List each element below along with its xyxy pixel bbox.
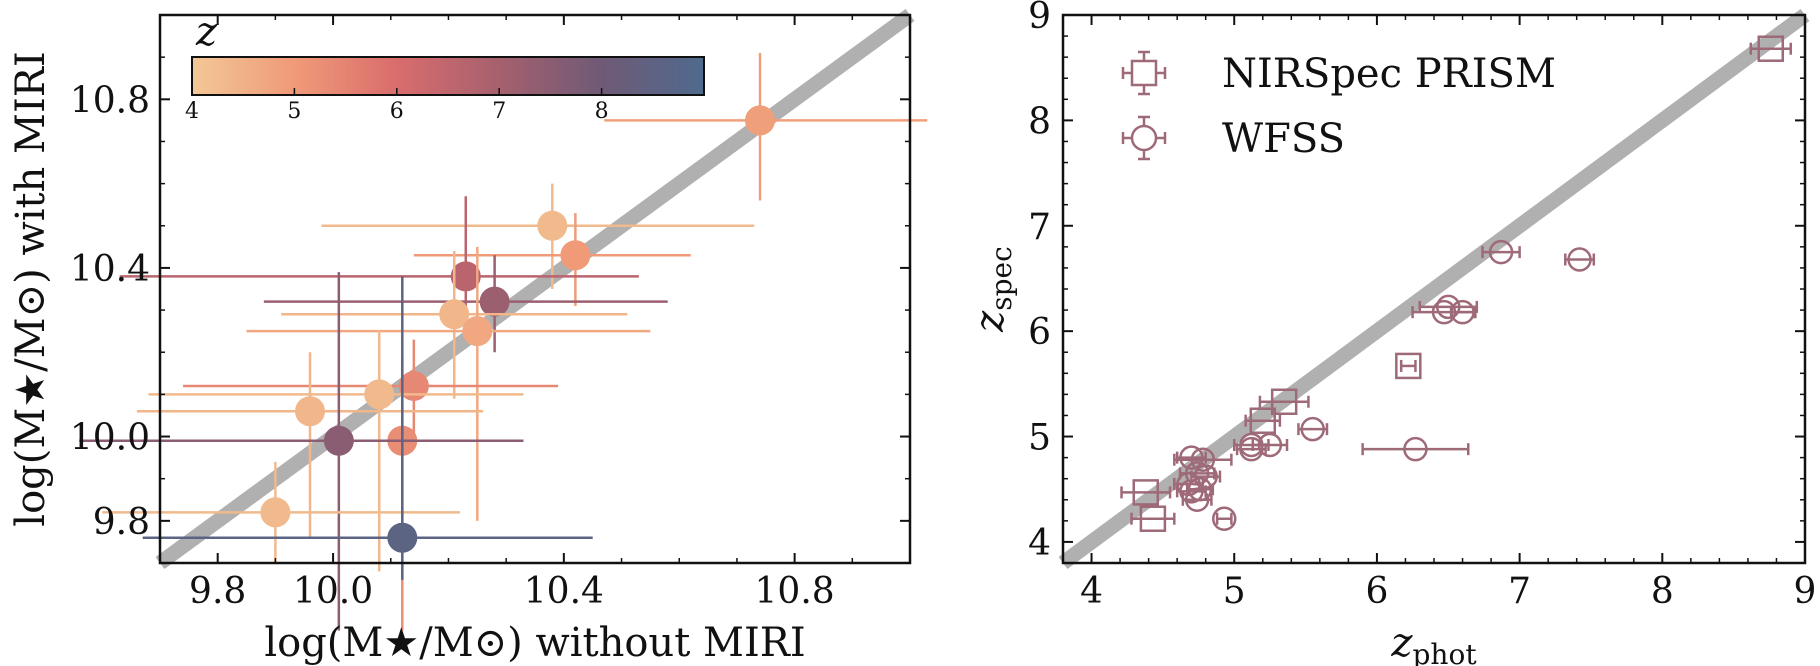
left-ytick-label-1: 10.0: [70, 418, 150, 459]
left-ytick-label-2: 10.4: [70, 249, 150, 290]
left-point-4: [263, 255, 668, 353]
right-circle-point-18: [1211, 506, 1237, 531]
left-marker-0: [745, 105, 775, 136]
right-ytick-label-0: 4: [1028, 523, 1051, 564]
right-circle-marker: [1488, 239, 1514, 265]
colorbar-label: z: [195, 9, 218, 55]
right-circle-point-1: [1564, 247, 1596, 272]
right-circle-marker: [1211, 506, 1237, 531]
right-ytick-label-5: 9: [1028, 0, 1051, 37]
left-ytick-label-0: 9.8: [93, 502, 150, 543]
right-ytick-label-4: 8: [1028, 101, 1051, 142]
right-square-marker: [1132, 479, 1160, 506]
left-xtick-label-1: 10.0: [293, 571, 373, 612]
left-point-3: [119, 196, 639, 340]
right-square-point-2: [1258, 388, 1310, 416]
right-circle-marker: [1179, 445, 1204, 470]
right-x-axis-label: zphot: [1390, 620, 1477, 666]
left-point-6: [246, 246, 651, 521]
left-marker-2: [560, 240, 591, 271]
left-point-0: [604, 52, 928, 201]
left-x-axis-label: log(M★/M⊙) without MIRI: [264, 620, 805, 666]
legend-marker-circle: [1121, 115, 1167, 161]
right-circle-marker: [1239, 436, 1264, 462]
left-xtick-label-3: 10.8: [755, 571, 835, 612]
left-marker-5: [439, 299, 470, 330]
right-square-marker: [1395, 352, 1422, 380]
right-circle-marker: [1450, 299, 1475, 325]
right-ytick-label-1: 5: [1028, 418, 1051, 459]
right-square-point-0: [1749, 35, 1792, 62]
right-xtick-label-0: 4: [1080, 571, 1103, 612]
right-circle-marker: [1300, 416, 1325, 442]
right-square-marker: [1270, 388, 1298, 416]
legend-marker-square: [1121, 50, 1167, 96]
left-point-8: [148, 331, 524, 572]
colorbar-tick-label-2: 6: [390, 99, 404, 124]
left-marker-3: [450, 261, 481, 292]
legend: NIRSpec PRISM WFSS: [1121, 50, 1556, 162]
colorbar: z 4 5 6 7 8: [185, 9, 705, 124]
colorbar-tick-label-1: 5: [287, 99, 301, 124]
right-xtick-label-4: 8: [1651, 571, 1674, 612]
right-circle-point-17: [1181, 487, 1213, 513]
left-point-2: [413, 213, 691, 306]
right-square-point-1: [1395, 352, 1422, 380]
left-marker-9: [295, 396, 325, 427]
left-xtick-label-0: 9.8: [189, 571, 246, 612]
right-circle-marker: [1190, 447, 1216, 472]
legend-label-wfss: WFSS: [1222, 116, 1345, 162]
left-point-9: [136, 352, 484, 538]
right-square-point-4: [1120, 479, 1172, 506]
colorbar-tick-label-0: 4: [185, 99, 199, 124]
left-point-13: [142, 276, 593, 580]
left-xtick-label-2: 10.4: [524, 571, 604, 612]
right-square-point-5: [1130, 505, 1176, 532]
right-ytick-label-2: 6: [1028, 312, 1051, 353]
right-ytick-label-3: 7: [1028, 207, 1051, 248]
left-marker-13: [387, 522, 418, 553]
right-square-point-3: [1244, 407, 1282, 434]
left-plot-frame: [158, 13, 912, 565]
one-to-one-line-left: [155, 8, 915, 570]
right-circle-marker: [1403, 436, 1428, 462]
left-ytick-label-3: 10.8: [70, 80, 150, 121]
right-square-marker: [1757, 35, 1785, 62]
colorbar-tick-label-3: 7: [492, 99, 506, 124]
right-xtick-label-2: 6: [1365, 571, 1388, 612]
left-point-12: [102, 461, 460, 563]
right-xtick-label-3: 7: [1508, 571, 1531, 612]
left-marker-8: [364, 379, 395, 410]
legend-label-nirspec: NIRSpec PRISM: [1222, 51, 1556, 97]
left-marker-6: [462, 316, 493, 347]
right-xtick-label-5: 9: [1794, 571, 1817, 612]
right-circle-point-5: [1297, 416, 1329, 442]
left-marker-4: [479, 286, 510, 317]
right-square-marker: [1139, 505, 1167, 532]
right-circle-point-9: [1361, 436, 1470, 462]
right-y-axis-label: zspec: [967, 246, 1018, 333]
left-marker-12: [260, 497, 291, 528]
right-circle-marker: [1184, 487, 1210, 513]
right-xtick-label-1: 5: [1223, 571, 1246, 612]
colorbar-tick-label-4: 8: [595, 99, 609, 124]
right-circle-marker: [1567, 247, 1592, 272]
left-marker-1: [537, 210, 568, 241]
left-point-1: [321, 183, 755, 289]
left-panel: 9.8 9.8 10.0 10.0 10.4 10.4 10.8 10.8 z 4 5 6 7 8 l…: [8, 8, 928, 666]
right-circle-point-0: [1481, 239, 1521, 265]
right-circle-point-2: [1418, 294, 1479, 320]
left-point-11: [79, 272, 524, 631]
right-circle-marker: [1436, 294, 1461, 320]
right-square-marker: [1249, 407, 1277, 434]
right-circle-point-11: [1175, 445, 1207, 470]
left-y-axis-label: log(M★/M⊙) with MIRI: [8, 51, 54, 526]
right-circle-point-4: [1449, 299, 1476, 325]
colorbar-gradient: [191, 56, 705, 96]
left-marker-11: [323, 425, 354, 456]
right-circle-point-8: [1235, 436, 1267, 462]
